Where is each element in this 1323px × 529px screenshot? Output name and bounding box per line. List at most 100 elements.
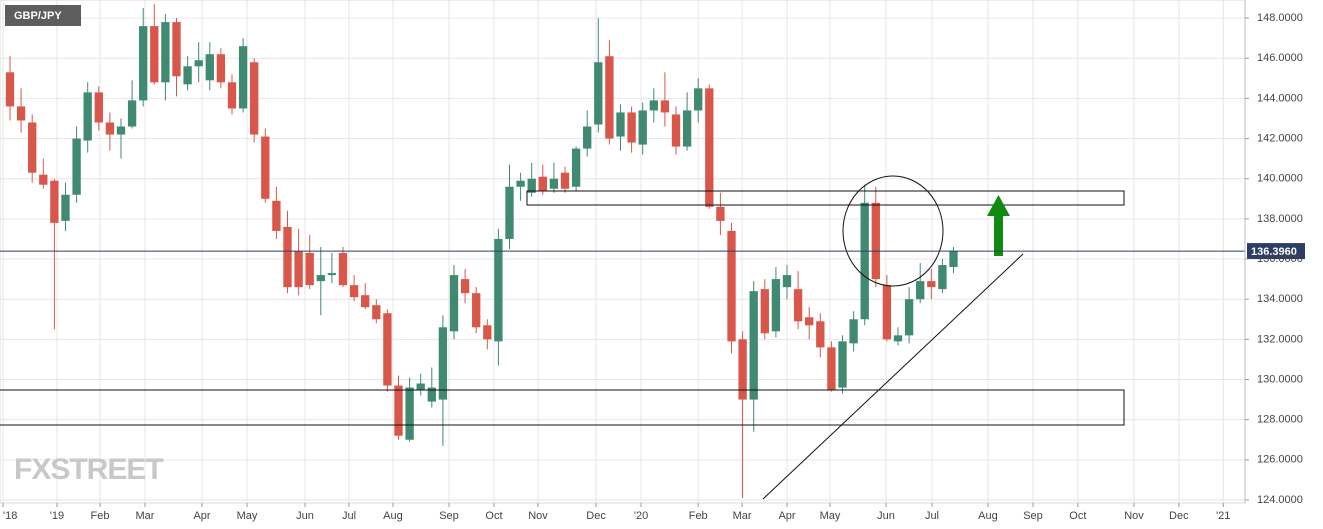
candle-body [627, 112, 636, 143]
candle-body [571, 148, 581, 187]
x-tick-label: Feb [91, 510, 110, 522]
x-tick-label: Jul [342, 510, 356, 522]
x-tick-label: Dec [586, 510, 606, 522]
candle-body [838, 341, 847, 388]
x-tick-label: '19 [50, 510, 64, 522]
y-tick-label: 126.0000 [1257, 454, 1303, 466]
candle-body [882, 285, 892, 340]
candle-body [183, 66, 192, 85]
trendline [762, 253, 1024, 500]
candle-body [294, 250, 303, 288]
candle-body [705, 88, 714, 207]
x-tick-label: Sep [439, 510, 459, 522]
highlight-circle [842, 175, 944, 287]
candle-body [638, 110, 647, 145]
x-tick-label: Feb [689, 510, 708, 522]
candle-body [671, 114, 681, 147]
overlay: 136.3960 [0, 243, 1305, 260]
candle-body [771, 279, 781, 332]
candle-body [760, 289, 769, 334]
x-tick-label: '18 [3, 510, 17, 522]
y-tick-label: 124.0000 [1257, 494, 1303, 506]
candle-body [72, 138, 81, 195]
candle-body [494, 238, 503, 342]
x-tick-label: Apr [193, 510, 210, 522]
watermark: FXSTREET [14, 453, 163, 486]
candle-body [472, 293, 481, 328]
candle-body [694, 88, 703, 111]
candle-body [227, 82, 237, 109]
y-tick-label: 140.0000 [1257, 173, 1303, 185]
candle-body [416, 383, 425, 390]
y-tick-label: 148.0000 [1257, 12, 1303, 24]
candle-body [28, 122, 37, 173]
candle-body [827, 347, 836, 390]
candle-body [50, 180, 59, 223]
candle-body [383, 313, 392, 386]
candle-body [860, 202, 869, 320]
candle-body [583, 126, 592, 149]
candle-body [749, 291, 758, 400]
candle-body [83, 92, 92, 141]
candle-body [316, 275, 325, 282]
candle-body [516, 180, 525, 187]
candle-body [61, 194, 70, 221]
candle-body [893, 335, 903, 342]
candle-body [716, 206, 725, 221]
candle-body [904, 299, 914, 336]
candle-body [605, 56, 614, 139]
candle-body [327, 273, 337, 276]
last-price-box [1247, 243, 1305, 260]
x-tick-label: Mar [733, 510, 752, 522]
x-tick-label: Aug [383, 510, 403, 522]
arrow-shaft [994, 214, 1003, 256]
candle-body [505, 186, 514, 239]
x-tick-label: Jul [925, 510, 939, 522]
candle-body [449, 275, 459, 332]
candle-body [594, 62, 603, 125]
up-arrow [987, 195, 1010, 256]
candle-body [105, 122, 115, 135]
y-tick-label: 138.0000 [1257, 213, 1303, 225]
candle-body [372, 305, 381, 320]
x-tick-label: Apr [778, 510, 795, 522]
x-tick-label: Nov [528, 510, 548, 522]
candle-body [805, 317, 814, 326]
candle-body [438, 327, 448, 400]
candle-body [305, 253, 314, 286]
support-zone [0, 389, 1125, 426]
resistance-zone [526, 190, 1125, 206]
candle-body [172, 22, 181, 77]
y-tick-label: 128.0000 [1257, 414, 1303, 426]
x-tick-label: Dec [1169, 510, 1189, 522]
x-tick-label: May [820, 510, 841, 522]
candle-body [394, 385, 403, 436]
candle-body [816, 321, 825, 348]
candle-body [738, 339, 747, 400]
y-tick-label: 130.0000 [1257, 373, 1303, 385]
candle-body [549, 178, 559, 189]
title-box [5, 5, 81, 26]
candle-body [5, 72, 15, 107]
y-tick-label: 134.0000 [1257, 293, 1303, 305]
y-tick-label: 144.0000 [1257, 92, 1303, 104]
y-tick-label: 142.0000 [1257, 132, 1303, 144]
candles [5, 4, 958, 498]
candle-body [94, 92, 103, 123]
candle-body [349, 285, 359, 298]
candle-body [194, 60, 203, 67]
candle-body [405, 387, 414, 440]
y-tick-label: 146.0000 [1257, 52, 1303, 64]
candle-body [938, 265, 947, 290]
candle-body [427, 387, 436, 402]
candle-body [150, 26, 159, 83]
x-tick-label: Aug [978, 510, 998, 522]
y-tick-label: 132.0000 [1257, 333, 1303, 345]
candle-body [871, 202, 880, 280]
x-tick-label: '21 [1216, 510, 1230, 522]
candle-body [527, 178, 536, 193]
grid [0, 0, 1245, 503]
candle-body [216, 54, 226, 83]
candle-body [560, 172, 570, 189]
